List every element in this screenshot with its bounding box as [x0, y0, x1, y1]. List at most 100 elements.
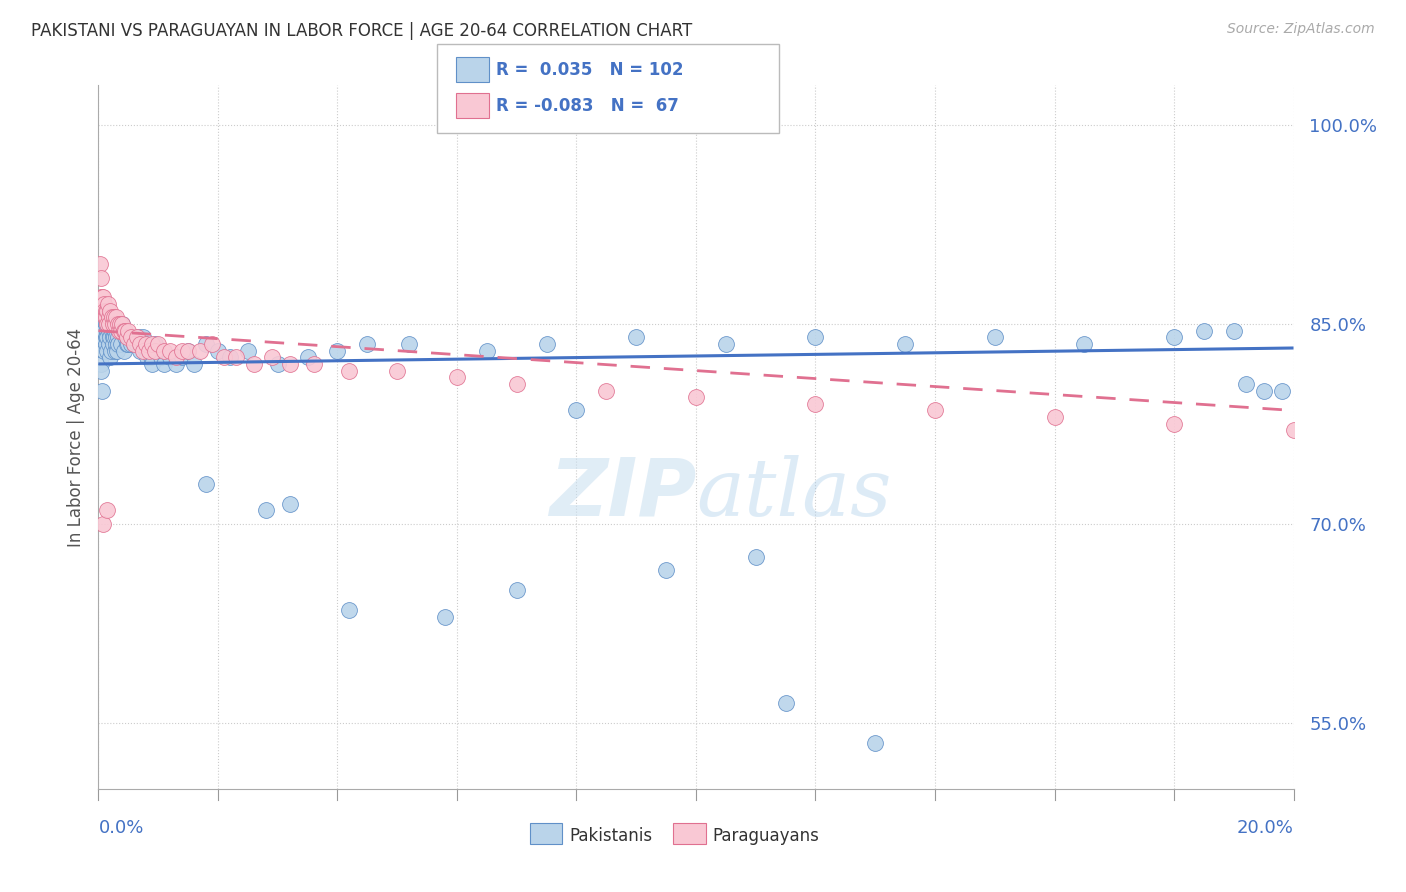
Point [132, 330, 155, 344]
Point [1163, 330, 1185, 344]
Point [143, 343, 166, 358]
Point [117, 337, 139, 351]
Point [260, 351, 283, 365]
Point [141, 337, 163, 351]
Point [134, 337, 156, 351]
Point [94, 337, 117, 351]
Point [107, 324, 129, 338]
Point [105, 330, 128, 344]
Point [94, 303, 117, 318]
Point [1223, 324, 1246, 338]
Point [1163, 417, 1185, 431]
Point [98, 330, 122, 344]
Point [595, 384, 617, 398]
Point [110, 324, 132, 338]
Point [110, 337, 132, 351]
Point [90, 357, 112, 371]
Text: ZIP: ZIP [548, 454, 696, 533]
Point [111, 317, 134, 331]
Point [129, 343, 152, 358]
Point [101, 317, 124, 331]
Point [91, 297, 114, 311]
Point [118, 330, 141, 344]
Point [120, 337, 142, 351]
Point [101, 330, 124, 344]
Point [165, 351, 187, 365]
Point [96, 303, 118, 318]
Point [131, 337, 153, 351]
Text: Pakistanis: Pakistanis [569, 827, 652, 845]
Point [159, 351, 181, 365]
Point [804, 330, 827, 344]
Point [107, 317, 129, 331]
Point [96, 310, 118, 325]
Text: R = -0.083   N =  67: R = -0.083 N = 67 [496, 97, 679, 115]
Point [100, 324, 122, 338]
Text: Source: ZipAtlas.com: Source: ZipAtlas.com [1227, 22, 1375, 37]
Point [94, 330, 117, 344]
Point [136, 351, 159, 365]
Point [98, 337, 121, 351]
Point [96, 317, 118, 331]
Point [775, 696, 797, 710]
Point [385, 363, 409, 377]
Point [894, 337, 917, 351]
Point [105, 343, 128, 358]
Point [96, 503, 118, 517]
Point [165, 357, 187, 371]
Point [984, 330, 1007, 344]
Point [96, 317, 118, 331]
Point [207, 343, 229, 358]
Text: Paraguayans: Paraguayans [713, 827, 820, 845]
Point [236, 343, 259, 358]
Point [103, 343, 125, 358]
Point [225, 351, 247, 365]
Point [243, 357, 266, 371]
Point [924, 403, 946, 417]
Point [177, 343, 200, 358]
Point [98, 303, 122, 318]
Point [183, 357, 205, 371]
Point [1253, 384, 1275, 398]
Point [506, 376, 529, 391]
Point [201, 337, 224, 351]
Point [127, 330, 149, 344]
Point [148, 337, 170, 351]
Point [91, 330, 114, 344]
Point [124, 337, 146, 351]
Point [1043, 410, 1066, 425]
Point [865, 736, 887, 750]
Point [278, 357, 301, 371]
Text: atlas: atlas [696, 455, 891, 533]
Point [89, 257, 111, 271]
Point [398, 337, 420, 351]
Text: R =  0.035   N = 102: R = 0.035 N = 102 [496, 62, 683, 79]
Point [114, 324, 136, 338]
Point [745, 549, 768, 564]
Point [94, 310, 117, 325]
Point [172, 343, 194, 358]
Point [120, 330, 142, 344]
Point [127, 337, 149, 351]
Point [1073, 337, 1095, 351]
Point [90, 290, 112, 304]
Point [115, 330, 138, 344]
Text: 0.0%: 0.0% [98, 819, 143, 837]
Point [1234, 376, 1257, 391]
Point [90, 363, 112, 377]
Point [302, 357, 325, 371]
Point [143, 337, 166, 351]
Point [108, 317, 131, 331]
Point [626, 330, 648, 344]
Point [195, 476, 218, 491]
Point [100, 310, 122, 325]
Point [141, 357, 163, 371]
Point [714, 337, 737, 351]
Point [107, 330, 129, 344]
Point [219, 351, 242, 365]
Point [339, 603, 361, 617]
Point [804, 397, 827, 411]
Point [103, 337, 125, 351]
Point [111, 324, 134, 338]
Point [107, 337, 129, 351]
